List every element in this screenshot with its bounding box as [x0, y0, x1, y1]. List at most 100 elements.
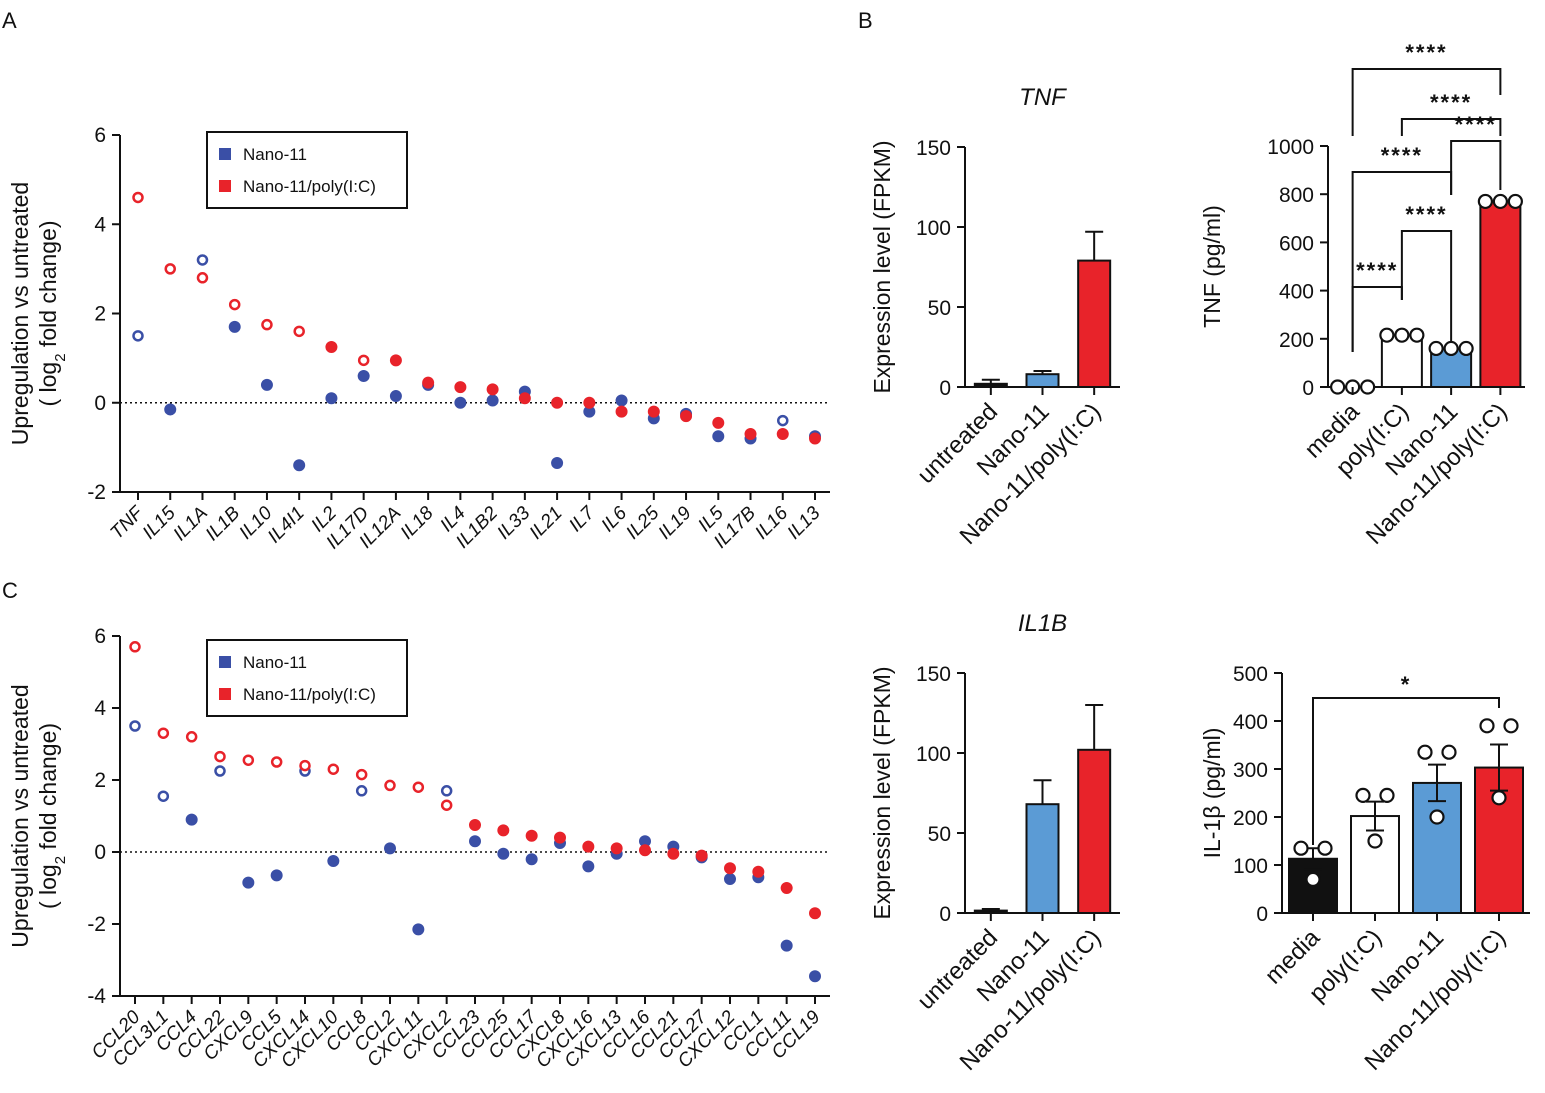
data-point	[1317, 840, 1333, 856]
point-nano11-polyic	[615, 405, 628, 418]
point-nano11-polyic	[712, 416, 725, 429]
point-nano11-polyic	[695, 849, 708, 862]
legend-swatch	[219, 656, 231, 668]
point-nano11-polyic	[185, 731, 198, 743]
y-tick-label: 1000	[1267, 136, 1314, 159]
y-tick-label: 600	[1279, 232, 1314, 255]
bar	[1025, 803, 1060, 915]
data-point	[1355, 787, 1371, 804]
y-tick-label: 400	[1279, 281, 1314, 304]
data-point	[1379, 787, 1395, 804]
data-point	[1491, 790, 1507, 806]
point-nano11-polyic	[355, 768, 368, 781]
y-tick-label: 100	[916, 217, 951, 240]
point-nano11	[724, 873, 736, 885]
significance-bracket	[1400, 230, 1453, 343]
data-point	[1428, 340, 1444, 357]
point-nano11-polyic	[242, 754, 255, 766]
point-nano11-polyic	[228, 298, 241, 311]
chart-a-cytokines: 6 4 2 0 -2 Upregulation vs untreated( log2 fo…	[7, 124, 830, 553]
y-tick-label: 4	[94, 697, 106, 720]
x-tick-label: IL21	[526, 503, 567, 544]
legend-label: Nano-11/poly(I:C)	[243, 685, 376, 704]
y-axis-label: Expression level (FPKM)	[869, 140, 895, 393]
point-nano11	[164, 403, 177, 416]
x-tick-label: TNF	[107, 502, 149, 544]
chart-title: TNF	[1019, 84, 1067, 111]
significance-stars: ****	[1455, 112, 1497, 137]
point-nano11-polyic	[270, 756, 283, 768]
point-nano11-polyic	[776, 427, 789, 440]
significance-bracket	[1450, 140, 1502, 195]
legend-swatch	[219, 180, 231, 192]
x-tick-label: IL25	[622, 502, 663, 543]
data-point	[1367, 833, 1383, 849]
point-nano11-polyic	[497, 824, 510, 837]
point-nano11-polyic	[525, 829, 538, 842]
point-nano11-polyic	[744, 427, 757, 440]
point-nano11	[780, 939, 793, 952]
legend-swatch	[219, 148, 231, 160]
y-tick-label: 500	[1233, 663, 1268, 686]
point-nano11-polyic	[389, 354, 402, 367]
y-tick-label: 0	[939, 377, 951, 400]
chart-title: IL1B	[1018, 610, 1067, 637]
y-tick-label: 6	[94, 625, 106, 648]
significance-stars: ****	[1405, 40, 1447, 65]
point-nano11-polyic	[214, 750, 226, 763]
point-nano11	[525, 853, 538, 866]
point-nano11	[327, 855, 340, 867]
y-tick-label: 0	[94, 392, 106, 415]
data-point	[1360, 379, 1376, 395]
bar	[1479, 200, 1522, 388]
y-tick-label: 200	[1279, 329, 1314, 352]
bar	[1412, 781, 1462, 914]
point-nano11	[214, 765, 226, 777]
data-point	[1458, 340, 1474, 357]
legend-box	[206, 639, 408, 717]
point-nano11	[132, 330, 144, 342]
y-tick-label: -4	[87, 985, 106, 1008]
y-tick-label: -2	[87, 913, 106, 936]
significance-stars: ****	[1356, 258, 1398, 283]
point-nano11	[440, 785, 453, 797]
y-tick-label: 300	[1233, 759, 1268, 782]
data-point	[1429, 809, 1445, 825]
point-nano11	[325, 392, 338, 405]
y-tick-label: 0	[94, 841, 106, 864]
point-nano11	[228, 320, 241, 333]
y-axis-label-2: ( log2 fold change)	[35, 723, 69, 909]
point-nano11	[185, 813, 198, 826]
bar	[1350, 815, 1400, 914]
point-nano11-polyic	[440, 799, 453, 811]
x-tick-label: IL1B	[202, 502, 245, 545]
bar	[973, 382, 1008, 388]
significance-stars: ****	[1381, 143, 1423, 168]
legend-box	[206, 131, 408, 209]
y-axis-label: Upregulation vs untreated	[7, 684, 33, 947]
data-point	[1479, 718, 1495, 734]
x-tick-label: IL4I1	[264, 503, 309, 548]
significance-bracket	[1351, 68, 1502, 136]
data-point	[1477, 193, 1493, 210]
panel-label-a: A	[2, 8, 17, 33]
y-axis-label: IL-1β (pg/ml)	[1199, 728, 1225, 859]
y-tick-label: 800	[1279, 184, 1314, 207]
y-axis-label-2: ( log2 fold change)	[35, 220, 69, 406]
point-nano11	[777, 414, 789, 427]
point-nano11-polyic	[299, 759, 311, 772]
point-nano11	[809, 970, 821, 983]
y-tick-label: 100	[1233, 855, 1268, 878]
x-tick-label: IL33	[493, 502, 534, 543]
data-point	[1330, 379, 1346, 395]
y-tick-label: 150	[916, 137, 951, 160]
point-nano11-polyic	[327, 763, 340, 775]
point-nano11	[129, 720, 141, 732]
point-nano11-polyic	[551, 396, 564, 409]
y-tick-label: -2	[87, 481, 106, 504]
label-rest: fold change)	[35, 723, 61, 856]
y-tick-label: 2	[94, 769, 106, 792]
point-nano11	[412, 923, 425, 936]
